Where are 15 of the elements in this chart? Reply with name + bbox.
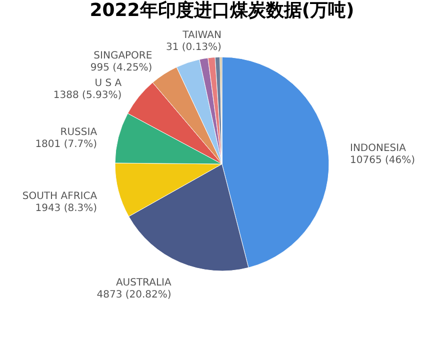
data-label: 10765 (46%)	[350, 154, 416, 166]
slice-label: RUSSIA	[60, 126, 98, 138]
slice-label: SOUTH AFRICA	[22, 191, 98, 202]
slice-label: AUSTRALIA	[116, 278, 172, 289]
data-label: 1943 (8.3%)	[35, 203, 98, 214]
data-label: 1388 (5.93%)	[53, 90, 122, 101]
slice-label: TAIWAN	[182, 30, 222, 41]
data-label: 1801 (7.7%)	[35, 138, 98, 150]
data-label: 31 (0.13%)	[166, 42, 222, 53]
slice-label: SINGAPORE	[94, 50, 152, 62]
data-label: 995 (4.25%)	[90, 62, 152, 74]
slice-label: INDONESIA	[350, 142, 406, 154]
data-label: 4873 (20.82%)	[96, 290, 172, 301]
slice-label: U S A	[94, 78, 122, 89]
chart-title: 2022年印度进口煤炭数据(万吨)	[90, 0, 354, 21]
